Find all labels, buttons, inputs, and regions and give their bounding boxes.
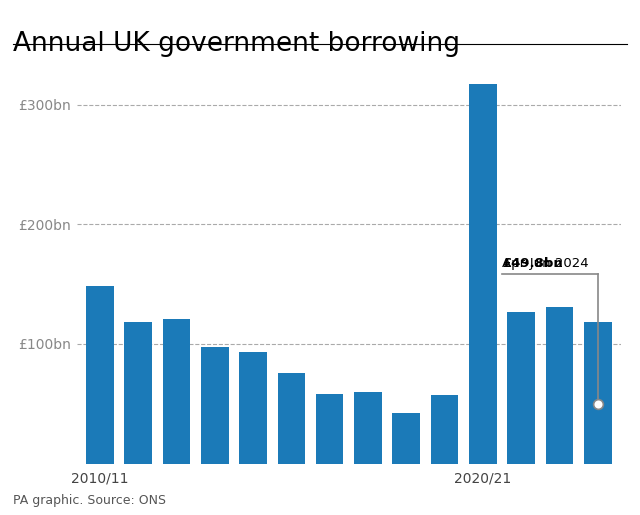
Bar bbox=[239, 352, 267, 464]
Bar bbox=[508, 312, 535, 464]
Bar bbox=[546, 307, 573, 464]
Bar bbox=[163, 319, 190, 464]
Bar bbox=[354, 392, 381, 464]
Bar bbox=[469, 84, 497, 464]
Bar bbox=[392, 413, 420, 464]
Text: Annual UK government borrowing: Annual UK government borrowing bbox=[13, 31, 460, 57]
Bar bbox=[584, 322, 612, 464]
Bar bbox=[316, 394, 344, 464]
Bar bbox=[278, 372, 305, 464]
Text: Apr-Jun 2024: Apr-Jun 2024 bbox=[502, 256, 589, 270]
Bar bbox=[86, 286, 113, 464]
Text: PA graphic. Source: ONS: PA graphic. Source: ONS bbox=[13, 494, 166, 507]
Text: £49.8bn: £49.8bn bbox=[502, 242, 563, 270]
Bar bbox=[124, 322, 152, 464]
Bar bbox=[201, 348, 228, 464]
Bar bbox=[431, 396, 458, 464]
